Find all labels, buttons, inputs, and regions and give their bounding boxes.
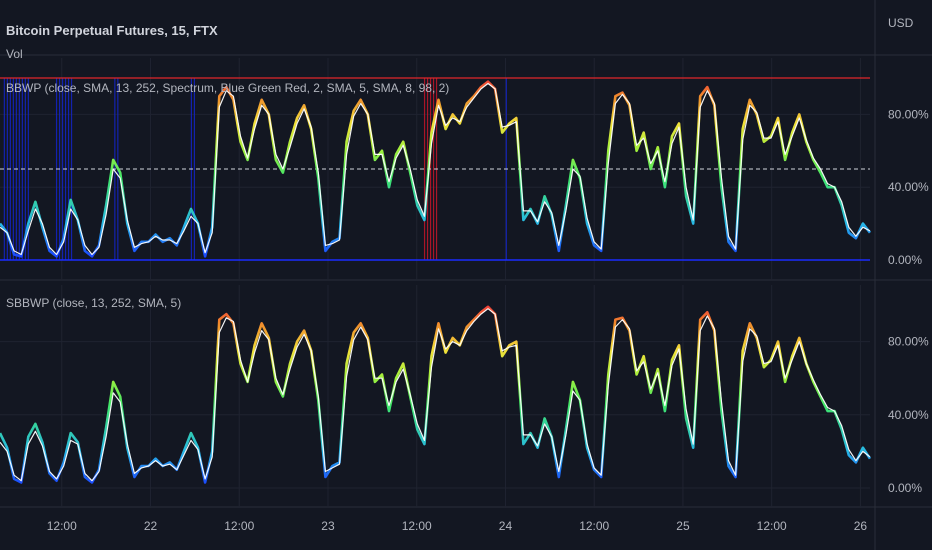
y-tick-label: 40.00% [888,180,929,194]
x-tick-label: 25 [676,519,690,533]
signal-line [0,308,871,482]
pane2-indicator-title[interactable]: SBBWP (close, 13, 252, SMA, 5) [6,296,181,310]
y-tick-label: 80.00% [888,335,929,349]
signal-line [0,82,871,256]
volume-label[interactable]: Vol [6,47,23,61]
x-tick-label: 23 [321,519,335,533]
pane2-lines [0,305,872,484]
x-tick-label: 12:00 [47,519,77,533]
y-tick-label: 80.00% [888,107,929,121]
currency-label[interactable]: USD [888,16,914,30]
pane1-highlight-bars [0,77,870,261]
x-tick-label: 12:00 [224,519,254,533]
x-tick-label: 26 [854,519,868,533]
symbol-title[interactable]: Bitcoin Perpetual Futures, 15, FTX [6,23,218,38]
x-tick-label: 22 [144,519,158,533]
pane1-lines [0,80,872,258]
bbwp-spectrum-line [0,80,872,258]
axes: 80.00% 40.00% 0.00% 80.00% 40.00% 0.00% 12:00 2… [47,107,929,533]
bbwp-spectrum-line [0,305,872,484]
pane1-indicator-title[interactable]: BBWP (close, SMA, 13, 252, Spectrum, Blu… [6,81,449,95]
y-tick-label: 40.00% [888,408,929,422]
y-tick-label: 0.00% [888,253,922,267]
y-tick-label: 0.00% [888,481,922,495]
x-tick-label: 24 [499,519,513,533]
x-tick-label: 12:00 [402,519,432,533]
x-tick-label: 12:00 [579,519,609,533]
x-tick-label: 12:00 [757,519,787,533]
